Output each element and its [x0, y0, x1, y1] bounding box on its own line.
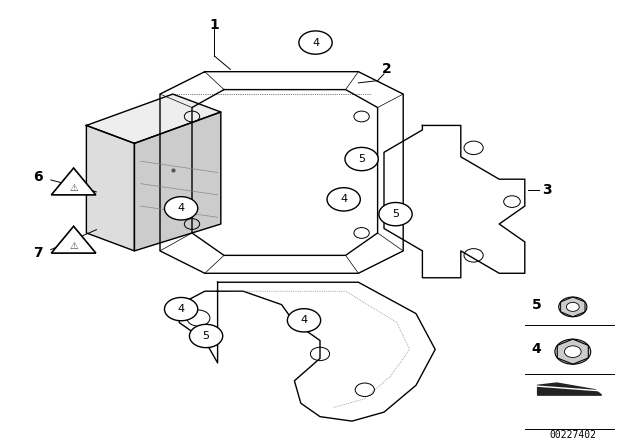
Text: 1: 1	[209, 17, 220, 32]
Text: ⚠: ⚠	[69, 241, 78, 251]
Text: 00227402: 00227402	[549, 431, 596, 440]
Polygon shape	[134, 112, 221, 251]
Text: 3: 3	[542, 183, 552, 198]
Circle shape	[189, 324, 223, 348]
Polygon shape	[51, 226, 96, 253]
Text: 4: 4	[300, 315, 308, 325]
Text: 7: 7	[33, 246, 44, 260]
Polygon shape	[538, 383, 602, 395]
Polygon shape	[86, 125, 134, 251]
Text: 4: 4	[312, 38, 319, 47]
Text: 2: 2	[382, 62, 392, 77]
Text: 6: 6	[33, 170, 44, 184]
Circle shape	[345, 147, 378, 171]
Text: ⚠: ⚠	[69, 183, 78, 193]
Circle shape	[164, 297, 198, 321]
Circle shape	[379, 202, 412, 226]
Polygon shape	[86, 94, 221, 143]
Text: 4: 4	[531, 342, 541, 357]
Circle shape	[287, 309, 321, 332]
Circle shape	[559, 297, 587, 317]
Text: 5: 5	[531, 297, 541, 312]
Text: 4: 4	[340, 194, 348, 204]
Circle shape	[555, 339, 591, 364]
Text: 5: 5	[392, 209, 399, 219]
Circle shape	[566, 302, 579, 311]
Circle shape	[164, 197, 198, 220]
Text: 5: 5	[358, 154, 365, 164]
Circle shape	[299, 31, 332, 54]
Text: 4: 4	[177, 203, 185, 213]
Text: 5: 5	[203, 331, 209, 341]
Circle shape	[327, 188, 360, 211]
Circle shape	[564, 346, 581, 358]
Polygon shape	[51, 168, 96, 195]
Text: 4: 4	[177, 304, 185, 314]
